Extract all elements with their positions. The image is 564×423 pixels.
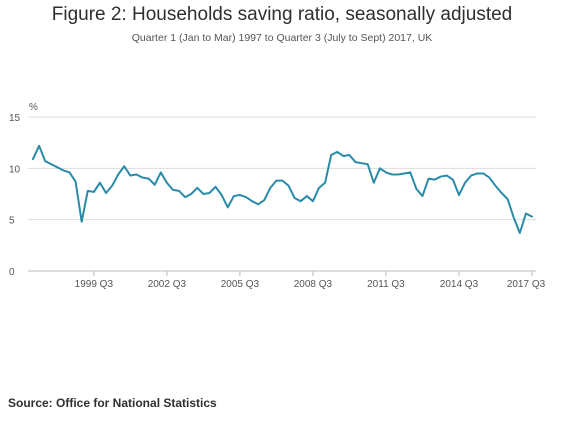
source-note: Source: Office for National Statistics [8, 396, 217, 410]
axes: 0 5 10 15% 1999 Q3 2002 Q3 2005 Q3 2008 Q3 2011 … [9, 102, 546, 290]
chart-subtitle: Quarter 1 (Jan to Mar) 1997 to Quarter 3… [131, 32, 433, 44]
x-tick-label: 2005 Q3 [221, 279, 260, 290]
x-tick-label: 2014 Q3 [440, 279, 479, 290]
x-tick-label: 2017 Q3 [507, 279, 546, 290]
y-tick-label: 15 [9, 113, 21, 124]
y-tick-label: 0 [9, 267, 15, 278]
x-tick-label: 2008 Q3 [294, 279, 333, 290]
series-layer [32, 144, 533, 235]
y-tick-label: 10 [9, 164, 21, 175]
x-tick-label: 2002 Q3 [148, 279, 187, 290]
saving-ratio-series-line [32, 144, 533, 235]
chart-title: Figure 2: Households saving ratio, seaso… [51, 4, 513, 25]
y-tick-label: 5 [9, 216, 15, 227]
x-tick-label: 1999 Q3 [75, 279, 114, 290]
y-axis-unit-label: % [29, 102, 38, 113]
x-tick-label: 2011 Q3 [367, 279, 405, 290]
gridlines [28, 116, 536, 221]
